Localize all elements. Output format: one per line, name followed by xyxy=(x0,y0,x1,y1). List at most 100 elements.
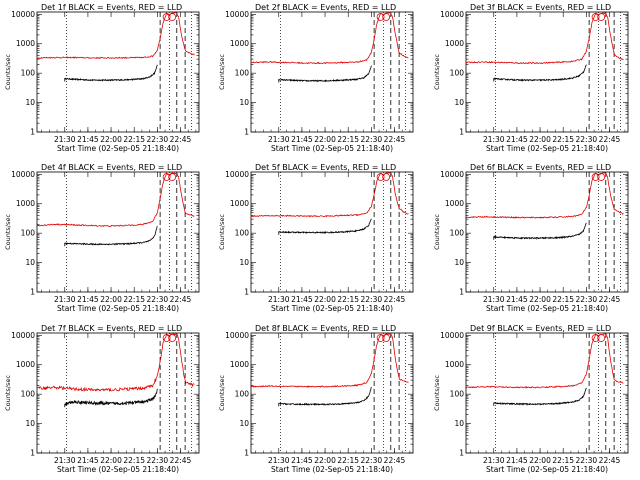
y-tick-label: 10 xyxy=(239,419,249,428)
plot-frame xyxy=(250,171,414,293)
y-tick-label: 10 xyxy=(454,98,464,107)
y-tick-label: 1 xyxy=(30,449,35,458)
panel-det-8: Det 8f BLACK = Events, RED = LLD 1 10 100 10… xyxy=(218,324,414,474)
x-tick-label: 22:00 xyxy=(314,135,336,144)
peak-ring-marker xyxy=(591,13,600,21)
x-tick-label: 22:15 xyxy=(552,456,574,465)
plot-frame xyxy=(36,11,200,133)
series-line-lld xyxy=(251,172,409,218)
panel-det-1: Det 1f BLACK = Events, RED = LLD 1 10 100 10… xyxy=(4,3,200,153)
x-axis-label: Start Time (02-Sep-05 21:18:40) xyxy=(271,304,393,313)
x-tick-label: 21:30 xyxy=(483,295,505,304)
series-line-events xyxy=(493,222,587,240)
y-tick-label: 100 xyxy=(21,69,36,78)
panel-title: Det 3f BLACK = Events, RED = LLD xyxy=(470,3,611,12)
x-tick-label: 22:30 xyxy=(576,295,598,304)
peak-ring-marker xyxy=(597,173,606,181)
series-line-lld xyxy=(37,12,195,60)
x-tick-label: 22:45 xyxy=(599,295,621,304)
peak-ring-marker xyxy=(162,13,171,21)
y-tick-label: 1 xyxy=(244,288,249,297)
x-tick-label: 22:30 xyxy=(147,135,169,144)
peak-ring-marker xyxy=(597,13,606,21)
x-tick-label: 21:45 xyxy=(506,135,528,144)
x-tick-label: 22:45 xyxy=(170,295,192,304)
series-line-lld xyxy=(37,172,195,227)
x-tick-label: 22:45 xyxy=(384,295,406,304)
x-tick-label: 22:45 xyxy=(384,135,406,144)
y-tick-label: 10000 xyxy=(11,331,35,340)
y-tick-label: 1000 xyxy=(230,360,249,369)
y-axis-label: Counts/sec xyxy=(433,54,441,90)
plot-frame xyxy=(36,332,200,454)
y-tick-label: 1 xyxy=(459,449,464,458)
x-tick-label: 22:45 xyxy=(599,135,621,144)
series-line-lld xyxy=(466,172,624,219)
peak-ring-marker xyxy=(376,334,385,342)
x-axis-label: Start Time (02-Sep-05 21:18:40) xyxy=(486,304,608,313)
y-tick-label: 100 xyxy=(235,69,250,78)
x-tick-label: 21:30 xyxy=(54,456,76,465)
series-line-events xyxy=(493,64,587,82)
x-tick-label: 22:15 xyxy=(552,135,574,144)
x-tick-label: 21:30 xyxy=(54,135,76,144)
y-tick-label: 1000 xyxy=(230,199,249,208)
series-line-events xyxy=(278,218,372,235)
plot-frame xyxy=(465,11,629,133)
plot-frame xyxy=(36,171,200,293)
panel-det-3: Det 3f BLACK = Events, RED = LLD 1 10 100 10… xyxy=(433,3,629,153)
x-tick-label: 22:00 xyxy=(100,295,122,304)
x-axis-label: Start Time (02-Sep-05 21:18:40) xyxy=(486,144,608,153)
x-tick-label: 22:00 xyxy=(529,456,551,465)
peak-ring-marker xyxy=(168,13,177,21)
x-tick-label: 21:45 xyxy=(291,456,313,465)
x-tick-label: 22:45 xyxy=(384,456,406,465)
x-tick-label: 22:45 xyxy=(170,456,192,465)
x-axis-label: Start Time (02-Sep-05 21:18:40) xyxy=(57,304,179,313)
y-tick-label: 100 xyxy=(450,229,465,238)
y-tick-label: 1000 xyxy=(230,39,249,48)
panel-title: Det 1f BLACK = Events, RED = LLD xyxy=(41,3,182,12)
y-tick-label: 10000 xyxy=(440,10,464,19)
y-tick-label: 10000 xyxy=(11,170,35,179)
y-tick-label: 10 xyxy=(239,258,249,267)
x-axis-label: Start Time (02-Sep-05 21:18:40) xyxy=(57,144,179,153)
x-tick-label: 22:30 xyxy=(361,456,383,465)
y-tick-label: 1 xyxy=(459,128,464,137)
x-tick-label: 21:30 xyxy=(268,135,290,144)
x-axis-label: Start Time (02-Sep-05 21:18:40) xyxy=(486,465,608,474)
y-axis-label: Counts/sec xyxy=(433,214,441,250)
y-tick-label: 100 xyxy=(235,229,250,238)
y-axis-label: Counts/sec xyxy=(218,375,226,411)
x-tick-label: 22:30 xyxy=(576,456,598,465)
y-axis-label: Counts/sec xyxy=(218,214,226,250)
y-tick-label: 10000 xyxy=(11,10,35,19)
x-tick-label: 21:45 xyxy=(77,456,99,465)
peak-ring-marker xyxy=(382,334,391,342)
panel-title: Det 5f BLACK = Events, RED = LLD xyxy=(255,163,396,172)
x-tick-label: 21:45 xyxy=(506,295,528,304)
panel-title: Det 4f BLACK = Events, RED = LLD xyxy=(41,163,182,172)
y-tick-label: 10 xyxy=(25,258,35,267)
y-tick-label: 1000 xyxy=(16,360,35,369)
x-tick-label: 22:15 xyxy=(337,295,359,304)
y-tick-label: 1 xyxy=(30,128,35,137)
panel-det-2: Det 2f BLACK = Events, RED = LLD 1 10 100 10… xyxy=(218,3,414,153)
series-line-lld xyxy=(37,333,195,393)
x-tick-label: 22:00 xyxy=(100,135,122,144)
plot-frame xyxy=(465,171,629,293)
x-tick-label: 21:45 xyxy=(291,135,313,144)
series-line-lld xyxy=(251,333,409,389)
peak-ring-marker xyxy=(162,334,171,342)
x-axis-label: Start Time (02-Sep-05 21:18:40) xyxy=(57,465,179,474)
series-line-events xyxy=(64,225,158,246)
y-tick-label: 1000 xyxy=(445,360,464,369)
peak-ring-marker xyxy=(168,173,177,181)
panel-det-6: Det 6f BLACK = Events, RED = LLD 1 10 100 10… xyxy=(433,163,629,313)
x-tick-label: 22:00 xyxy=(314,456,336,465)
y-tick-label: 1000 xyxy=(16,39,35,48)
x-tick-label: 21:45 xyxy=(77,295,99,304)
x-tick-label: 21:30 xyxy=(54,295,76,304)
x-axis-label: Start Time (02-Sep-05 21:18:40) xyxy=(271,465,393,474)
